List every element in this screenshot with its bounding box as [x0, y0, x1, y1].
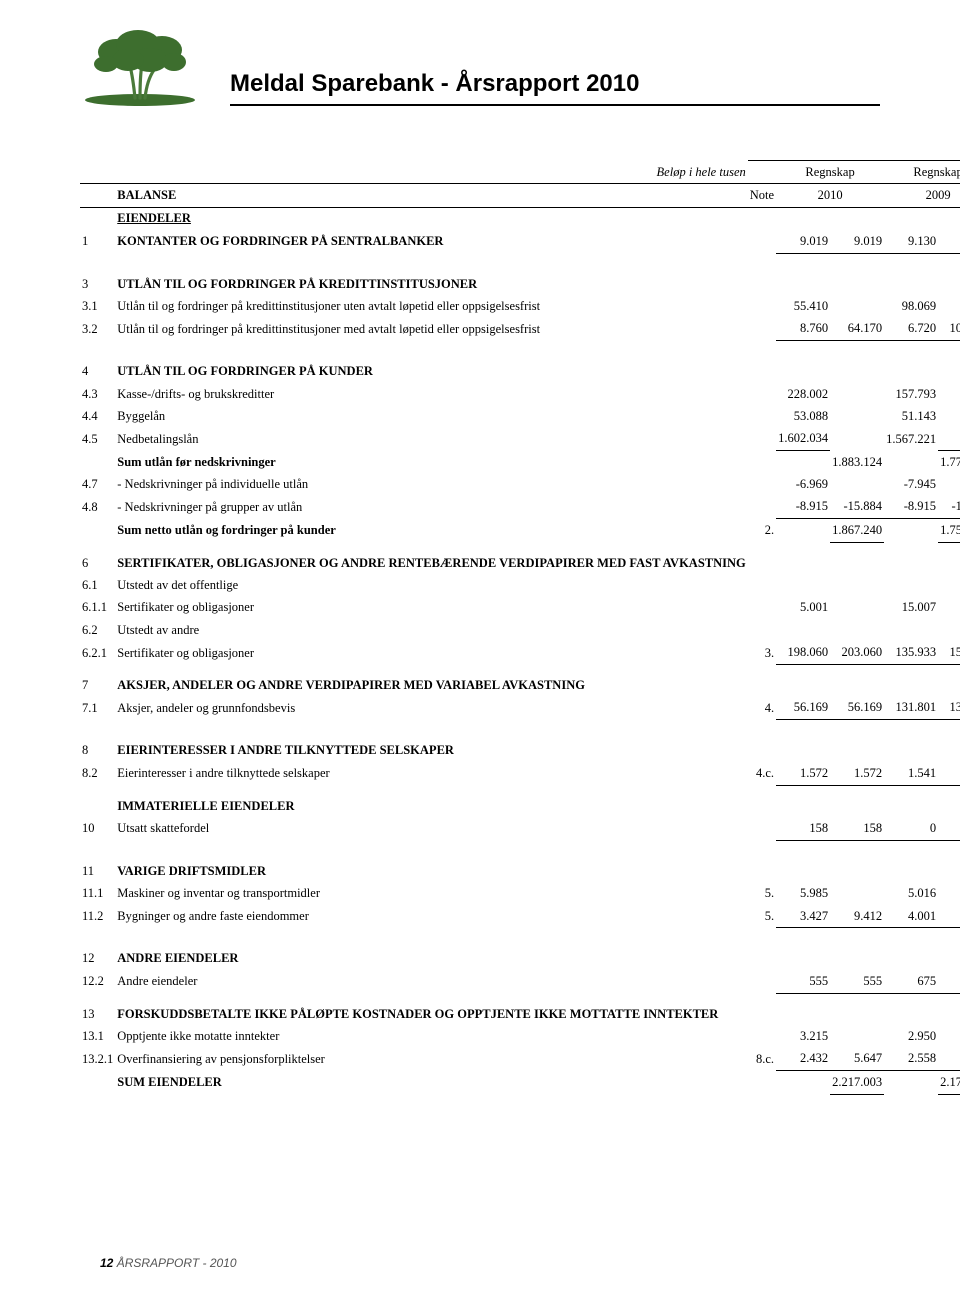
table-row: 6.1Utstedt av det offentlige — [80, 575, 960, 597]
table-row: 8.2Eierinteresser i andre tilknyttede se… — [80, 762, 960, 785]
table-row: 4.3Kasse-/drifts- og brukskreditter228.0… — [80, 383, 960, 405]
table-row: 1KONTANTER OG FORDRINGER PÅ SENTRALBANKE… — [80, 230, 960, 253]
table-row: 11.1Maskiner og inventar og transportmid… — [80, 883, 960, 905]
spacer-row — [80, 253, 960, 273]
table-row: 3UTLÅN TIL OG FORDRINGER PÅ KREDITTINSTI… — [80, 273, 960, 295]
footer-label-text: ÅRSRAPPORT - 2010 — [117, 1256, 237, 1270]
table-row: 6.2.1Sertifikater og obligasjoner3.198.0… — [80, 642, 960, 665]
table-row: 8EIERINTERESSER I ANDRE TILKNYTTEDE SELS… — [80, 740, 960, 762]
page-title: Meldal Sparebank - Årsrapport 2010 — [230, 70, 880, 106]
table-row: 6SERTIFIKATER, OBLIGASJONER OG ANDRE REN… — [80, 552, 960, 574]
table-row: 11.2Bygninger og andre faste eiendommer5… — [80, 905, 960, 928]
table-row: 3.2Utlån til og fordringer på kredittins… — [80, 318, 960, 341]
spacer-row — [80, 720, 960, 740]
table-row: SUM EIENDELER2.217.0032.172.695 — [80, 1071, 960, 1094]
table-row: IMMATERIELLE EIENDELER — [80, 795, 960, 817]
table-row: Sum netto utlån og fordringer på kunder2… — [80, 519, 960, 542]
spacer-row — [80, 542, 960, 552]
table-row: 13.2.1Overfinansiering av pensjonsforpli… — [80, 1048, 960, 1071]
table-row: 4.7- Nedskrivninger på individuelle utlå… — [80, 474, 960, 496]
table-row: 4.5Nedbetalingslån1.602.0341.567.221 — [80, 428, 960, 451]
table-row: 12.2Andre eiendeler555555675675 — [80, 970, 960, 993]
page-header: Meldal Sparebank - Årsrapport 2010 — [80, 30, 880, 110]
spacer-row — [80, 993, 960, 1003]
table-row: 4.4Byggelån53.08851.143 — [80, 405, 960, 427]
table-header-row: BALANSENote20102009 — [80, 184, 960, 207]
table-row: 6.1.1Sertifikater og obligasjoner5.00115… — [80, 597, 960, 619]
table-row: 4UTLÅN TIL OG FORDRINGER PÅ KUNDER — [80, 361, 960, 383]
table-row: 13.1Opptjente ikke motatte inntekter3.21… — [80, 1026, 960, 1048]
spacer-row — [80, 785, 960, 795]
table-row: 7AKSJER, ANDELER OG ANDRE VERDIPAPIRER M… — [80, 675, 960, 697]
table-row: 13FORSKUDDSBETALTE IKKE PÅLØPTE KOSTNADE… — [80, 1003, 960, 1025]
spacer-row — [80, 665, 960, 675]
page-number: 12 — [100, 1256, 113, 1270]
table-header-row: Beløp i hele tusenRegnskapRegnskap — [80, 161, 960, 184]
table-row: Sum utlån før nedskrivninger1.883.1241.7… — [80, 451, 960, 474]
spacer-row — [80, 840, 960, 860]
spacer-row — [80, 928, 960, 948]
table-row: 7.1Aksjer, andeler og grunnfondsbevis4.5… — [80, 697, 960, 720]
table-row: 6.2Utstedt av andre — [80, 619, 960, 641]
table-row: 10Utsatt skattefordel15815800 — [80, 817, 960, 840]
table-row: 11VARIGE DRIFTSMIDLER — [80, 860, 960, 882]
balance-sheet-table: Beløp i hele tusenRegnskapRegnskapBALANS… — [80, 160, 960, 1095]
section-row: EIENDELER — [80, 207, 960, 230]
table-row: 4.8- Nedskrivninger på grupper av utlån-… — [80, 496, 960, 519]
spacer-row — [80, 341, 960, 361]
table-row: 12ANDRE EIENDELER — [80, 948, 960, 970]
page-footer: 12 ÅRSRAPPORT - 2010 — [100, 1256, 237, 1270]
bank-logo-tree-icon — [80, 30, 200, 110]
table-row: 3.1Utlån til og fordringer på kredittins… — [80, 295, 960, 317]
